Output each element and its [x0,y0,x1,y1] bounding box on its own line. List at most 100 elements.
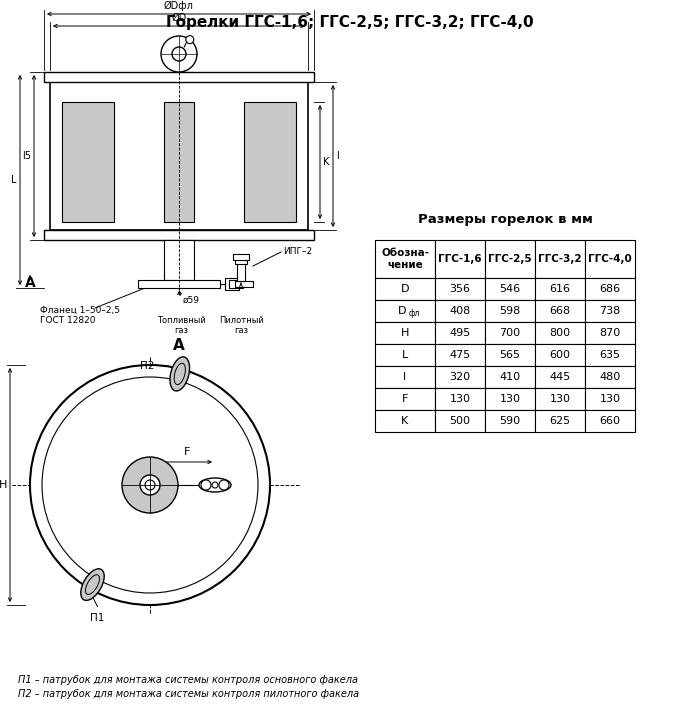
Bar [235,258,247,264]
Bar [535,278,585,300]
Text: D: D [398,306,406,316]
Text: ГГС-1,6: ГГС-1,6 [438,254,482,264]
Bar [585,388,635,410]
Bar [535,388,585,410]
Text: 616: 616 [550,284,570,294]
Ellipse shape [174,363,186,384]
Bar [535,322,585,344]
Text: D: D [400,284,410,294]
Text: F: F [184,447,190,457]
Bar [435,240,485,278]
Circle shape [122,457,178,513]
Bar [585,344,635,366]
Bar [485,322,535,344]
Bar [44,72,314,82]
Bar [229,280,243,288]
Text: ИПГ–2: ИПГ–2 [283,248,312,256]
Text: 800: 800 [550,328,570,338]
Text: 660: 660 [599,416,620,426]
Bar [237,261,245,281]
Bar [435,322,485,344]
Text: П1: П1 [90,613,105,623]
Circle shape [212,482,218,488]
Text: 668: 668 [550,306,570,316]
Text: Пилотный
газ: Пилотный газ [218,316,263,336]
Bar [375,366,435,388]
Text: 356: 356 [449,284,470,294]
Text: l: l [403,372,407,382]
Circle shape [145,480,155,490]
Circle shape [172,47,186,61]
Text: 500: 500 [449,416,470,426]
Text: K: K [401,416,409,426]
Text: 625: 625 [550,416,570,426]
Bar [585,278,635,300]
Text: П2: П2 [141,361,155,371]
Text: 445: 445 [550,372,570,382]
Text: 598: 598 [499,306,521,316]
Bar [435,366,485,388]
Ellipse shape [85,575,99,595]
Bar [62,102,114,222]
Text: l: l [336,151,339,161]
Bar [50,82,308,230]
Bar [164,102,194,222]
Bar [435,300,485,322]
Circle shape [161,36,197,72]
Circle shape [186,35,194,44]
Text: 686: 686 [599,284,621,294]
Bar [535,366,585,388]
Text: 130: 130 [599,394,620,404]
Text: 475: 475 [449,350,470,360]
Bar [435,278,485,300]
Text: H: H [401,328,410,338]
Bar [485,278,535,300]
Text: 565: 565 [500,350,521,360]
Text: 590: 590 [499,416,521,426]
Text: H: H [0,480,7,490]
Circle shape [42,377,258,593]
Bar [585,410,635,432]
Text: фл: фл [409,310,421,318]
Bar [535,344,585,366]
Bar [233,254,249,260]
Bar [375,344,435,366]
Bar [535,410,585,432]
Ellipse shape [80,569,104,600]
Bar [44,230,314,240]
Bar [585,240,635,278]
Text: 480: 480 [599,372,621,382]
Bar [435,388,485,410]
Text: 600: 600 [550,350,570,360]
Text: ØDфл: ØDфл [164,1,194,11]
Text: K: K [323,157,330,167]
Bar [585,300,635,322]
Text: 700: 700 [499,328,521,338]
Bar [164,240,194,280]
Bar [485,240,535,278]
Text: 410: 410 [499,372,521,382]
Circle shape [201,480,211,490]
Text: 408: 408 [449,306,470,316]
Bar [138,280,220,288]
Bar [585,366,635,388]
Text: Фланец 1–50–2,5
ГОСТ 12820: Фланец 1–50–2,5 ГОСТ 12820 [40,306,120,325]
Text: 738: 738 [599,306,621,316]
Text: П2 – патрубок для монтажа системы контроля пилотного факела: П2 – патрубок для монтажа системы контро… [18,689,359,699]
Text: 870: 870 [599,328,621,338]
Bar [375,300,435,322]
Bar [375,388,435,410]
Bar [375,278,435,300]
Bar [485,366,535,388]
Text: Горелки ГГС-1,6; ГГС-2,5; ГГС-3,2; ГГС-4,0: Горелки ГГС-1,6; ГГС-2,5; ГГС-3,2; ГГС-4… [166,15,534,30]
Bar [244,102,296,222]
Text: 546: 546 [499,284,521,294]
Text: l5: l5 [22,151,31,161]
Text: L: L [11,175,17,185]
Text: A: A [25,276,36,290]
Bar [485,388,535,410]
Text: ØD: ØD [172,13,187,23]
Text: L: L [402,350,408,360]
Text: А: А [173,338,185,354]
Bar [485,410,535,432]
